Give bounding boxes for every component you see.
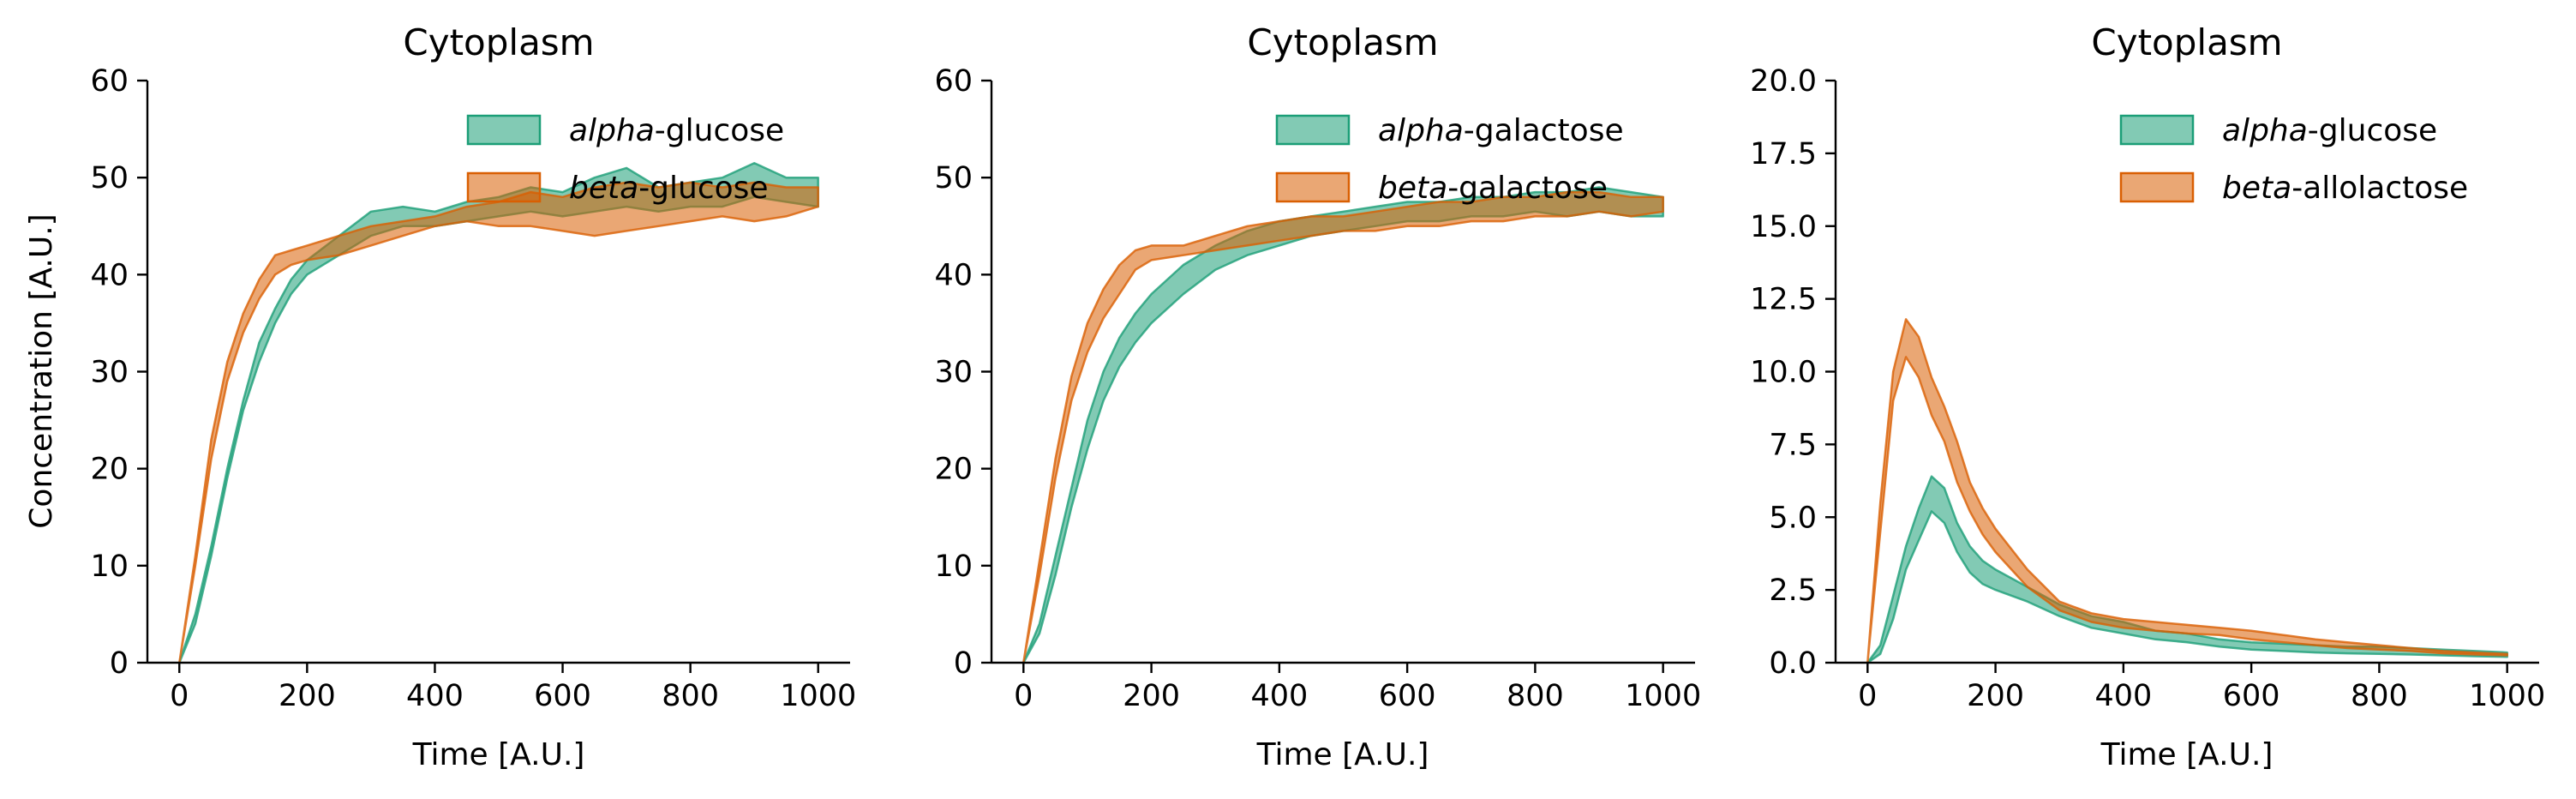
y-tick-label: 17.5: [1750, 137, 1817, 171]
y-tick-label: 0: [110, 646, 129, 681]
y-tick-label: 0: [954, 646, 973, 681]
x-tick-label: 600: [534, 679, 591, 713]
legend-label-beta-allolactose: beta-allolactose: [2222, 171, 2468, 206]
band-beta-galactose: [1022, 190, 1664, 664]
data-bands: [1022, 186, 1664, 664]
y-tick-label: 20: [934, 453, 973, 487]
legend-entry-beta-galactose: beta-galactose: [1275, 171, 1608, 206]
data-bands: [1866, 318, 2508, 664]
x-tick-label: 400: [2094, 679, 2152, 713]
y-tick-label: 20.0: [1750, 64, 1817, 99]
y-tick-label: 5.0: [1769, 501, 1817, 535]
x-tick-label: 1000: [1625, 679, 1701, 713]
y-tick-label: 10: [934, 550, 973, 584]
x-tick-label: 600: [1379, 679, 1436, 713]
x-axis-ticks: 0 200 400 600 800 1000: [1014, 663, 1701, 713]
x-axis-ticks: 0 200 400 600 800 1000: [1858, 663, 2545, 713]
x-tick-label: 800: [1507, 679, 1564, 713]
chart-title: Cytoplasm: [1247, 21, 1438, 63]
x-tick-label: 0: [1014, 679, 1033, 713]
x-tick-label: 200: [279, 679, 336, 713]
y-axis-ticks: 0 10 20 30 40 50 60: [934, 64, 991, 681]
x-tick-label: 1000: [780, 679, 856, 713]
x-axis-label: Time [A.U.]: [2100, 737, 2273, 772]
legend: alpha-galactose beta-galactose: [1275, 113, 1624, 206]
legend: alpha-glucose beta-allolactose: [2119, 113, 2468, 206]
y-tick-label: 60: [934, 64, 973, 99]
chart-title: Cytoplasm: [403, 21, 594, 63]
legend-swatch-beta-glucose: [466, 171, 542, 203]
legend-entry-alpha-glucose: alpha-glucose: [466, 113, 784, 148]
legend-swatch-beta-galactose: [1275, 171, 1351, 203]
y-tick-label: 30: [90, 356, 129, 390]
y-tick-label: 7.5: [1769, 428, 1817, 462]
legend-swatch-beta-allolactose: [2119, 171, 2195, 203]
x-tick-label: 200: [1123, 679, 1180, 713]
x-tick-label: 800: [2351, 679, 2408, 713]
legend-entry-alpha-galactose: alpha-galactose: [1275, 113, 1624, 148]
x-axis-label: Time [A.U.]: [1256, 737, 1429, 772]
x-tick-label: 200: [1967, 679, 2024, 713]
legend-label-beta-glucose: beta-glucose: [569, 171, 769, 206]
y-axis-ticks: 0 10 20 30 40 50 60: [90, 64, 147, 681]
x-tick-label: 0: [170, 679, 189, 713]
y-axis-ticks: 0.0 2.5 5.0 7.5 10.0 12.5 15.0 17.5 20.0: [1750, 64, 1836, 681]
legend-entry-beta-allolactose: beta-allolactose: [2119, 171, 2468, 206]
data-bands: [178, 161, 819, 664]
x-axis-label: Time [A.U.]: [412, 737, 585, 772]
y-tick-label: 40: [90, 258, 129, 292]
legend-entry-alpha-glucose: alpha-glucose: [2119, 113, 2437, 148]
chart-title: Cytoplasm: [2091, 21, 2282, 63]
x-axis-ticks: 0 200 400 600 800 1000: [170, 663, 856, 713]
y-tick-label: 60: [90, 64, 129, 99]
band-beta-glucose: [178, 181, 819, 664]
legend: alpha-glucose beta-glucose: [466, 113, 784, 206]
y-tick-label: 10: [90, 550, 129, 584]
y-tick-label: 0.0: [1769, 646, 1817, 681]
x-tick-label: 400: [1250, 679, 1308, 713]
y-tick-label: 30: [934, 356, 973, 390]
legend-label-alpha-glucose: alpha-glucose: [569, 113, 784, 148]
y-tick-label: 50: [934, 161, 973, 195]
y-tick-label: 40: [934, 258, 973, 292]
y-axis-label: Concentration [A.U.]: [24, 213, 59, 528]
legend-swatch-alpha-galactose: [1275, 114, 1351, 146]
x-tick-label: 800: [662, 679, 719, 713]
x-tick-label: 400: [406, 679, 464, 713]
x-tick-label: 600: [2223, 679, 2280, 713]
legend-swatch-alpha-glucose: [2119, 114, 2195, 146]
x-tick-label: 1000: [2469, 679, 2545, 713]
chart-panel-2: 0 200 400 600 800 1000 0 10 20 30 40 50 60 Cytoplas…: [934, 21, 1701, 772]
band-beta-allolactose: [1866, 318, 2508, 664]
y-tick-label: 15.0: [1750, 210, 1817, 244]
legend-swatch-alpha-glucose: [466, 114, 542, 146]
chart-panel-1: 0 200 400 600 800 1000 0 10 20 30 40 50 60 Cytoplas…: [24, 21, 856, 772]
legend-label-alpha-glucose: alpha-glucose: [2222, 113, 2437, 148]
legend-label-beta-galactose: beta-galactose: [1378, 171, 1608, 206]
y-tick-label: 50: [90, 161, 129, 195]
x-tick-label: 0: [1858, 679, 1877, 713]
y-tick-label: 2.5: [1769, 574, 1817, 608]
chart-panel-3: 0 200 400 600 800 1000 0.0 2.5 5.0 7.5 10.0 12.5 15…: [1750, 21, 2545, 772]
y-tick-label: 20: [90, 453, 129, 487]
y-tick-label: 12.5: [1750, 283, 1817, 317]
legend-label-alpha-galactose: alpha-galactose: [1378, 113, 1624, 148]
y-tick-label: 10.0: [1750, 356, 1817, 390]
legend-entry-beta-glucose: beta-glucose: [466, 171, 769, 206]
